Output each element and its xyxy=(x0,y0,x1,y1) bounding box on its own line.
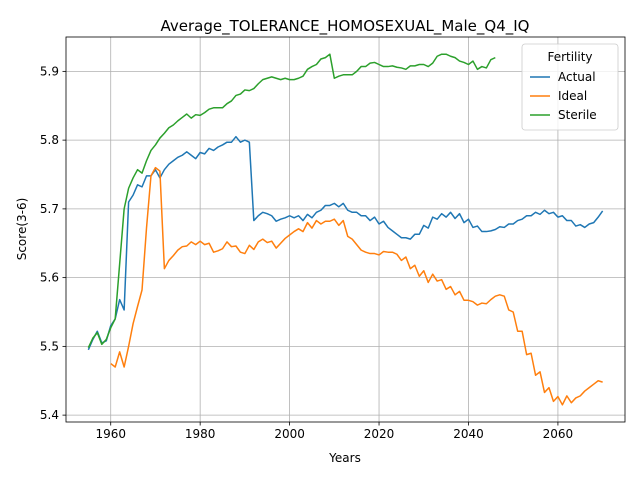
y-tick-label: 5.9 xyxy=(40,64,59,78)
chart-title: Average_TOLERANCE_HOMOSEXUAL_Male_Q4_IQ xyxy=(161,17,530,36)
series-line-sterile xyxy=(87,53,496,349)
series-line-ideal xyxy=(110,166,603,406)
y-tick-label: 5.4 xyxy=(40,408,59,422)
y-tick-label: 5.8 xyxy=(40,133,59,147)
legend-label-actual: Actual xyxy=(558,70,596,84)
y-tick-label: 5.7 xyxy=(40,202,59,216)
y-axis-label: Score(3-6) xyxy=(15,198,29,261)
legend-label-ideal: Ideal xyxy=(558,89,587,103)
series-layer xyxy=(87,53,604,406)
legend: Fertility Actual Ideal Sterile xyxy=(521,43,619,131)
plot-frame xyxy=(65,36,626,423)
x-tick-label: 2020 xyxy=(364,427,395,441)
x-tick-label: 1980 xyxy=(185,427,216,441)
tick-layer: 1960 1980 2000 2020 2040 2060 5.4 5.5 5.6 5.7 5.8 5… xyxy=(40,64,573,441)
series-line-actual xyxy=(87,135,604,351)
y-tick-label: 5.5 xyxy=(40,339,59,353)
x-tick-label: 2000 xyxy=(274,427,305,441)
legend-label-sterile: Sterile xyxy=(558,108,597,122)
x-tick-label: 2040 xyxy=(453,427,484,441)
y-tick-label: 5.6 xyxy=(40,271,59,285)
x-tick-label: 2060 xyxy=(543,427,574,441)
x-tick-label: 1960 xyxy=(95,427,126,441)
x-axis-label: Years xyxy=(328,451,361,465)
legend-box xyxy=(521,43,619,131)
legend-title: Fertility xyxy=(547,50,592,64)
